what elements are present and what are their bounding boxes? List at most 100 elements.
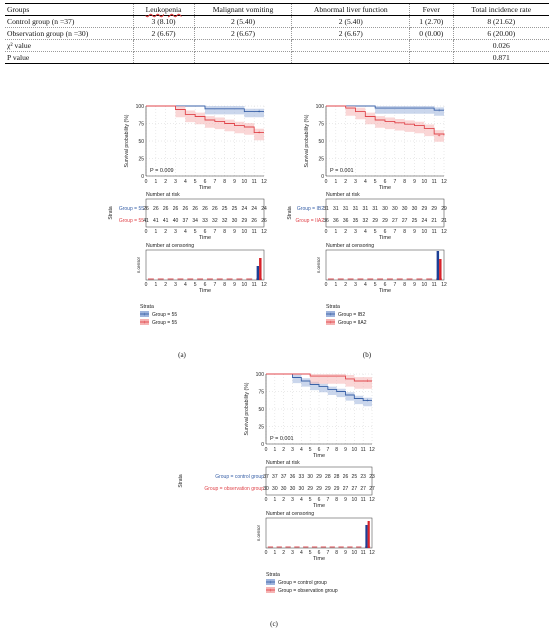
legend-label: Group = 55	[152, 312, 177, 318]
risk-count: 36	[333, 218, 339, 224]
x-tick-label: 6	[318, 550, 321, 556]
risk-count: 37	[281, 474, 287, 480]
risk-count: 27	[402, 218, 408, 224]
risk-count: 27	[369, 486, 375, 492]
risk-count: 31	[363, 206, 369, 212]
x-axis-label: Time	[199, 288, 211, 294]
x-tick-label: 2	[344, 229, 347, 235]
x-tick-label: 7	[393, 229, 396, 235]
risk-count: 30	[281, 486, 287, 492]
table-cell: 3 (8.10)	[133, 15, 195, 28]
risk-count: 21	[431, 218, 437, 224]
risk-count: 23	[369, 474, 375, 480]
y-tick-label: 25	[258, 424, 264, 430]
x-axis-label: Time	[313, 503, 325, 509]
risk-count: 26	[183, 206, 189, 212]
censoring-title: Number at censoring	[266, 511, 314, 517]
x-tick-label: 11	[432, 179, 437, 185]
x-tick-label: 9	[233, 179, 236, 185]
risk-count: 31	[372, 206, 378, 212]
x-tick-label: 5	[194, 282, 197, 288]
risk-count: 26	[343, 474, 349, 480]
x-tick-label: 2	[164, 179, 167, 185]
confidence-band	[266, 374, 372, 407]
risk-count: 36	[323, 218, 329, 224]
risk-group-label: Group = 55	[119, 206, 144, 212]
x-tick-label: 1	[334, 179, 337, 185]
table-header-row: Groups Leukopenia Malignant vomiting Abn…	[5, 3, 549, 16]
risk-table-frame	[145, 198, 265, 228]
confidence-band	[326, 106, 444, 116]
y-axis-label: Survival probability (%)	[244, 382, 250, 435]
panel-label-c: (c)	[270, 620, 278, 628]
x-tick-label: 0	[145, 229, 148, 235]
confidence-band	[146, 106, 264, 141]
risk-count: 30	[263, 486, 269, 492]
p-value-label: P = 0.001	[270, 436, 294, 442]
censor-bar	[436, 251, 440, 280]
x-tick-label: 4	[184, 229, 187, 235]
risk-table-title: Number at risk	[146, 192, 180, 198]
x-tick-label: 9	[344, 447, 347, 453]
survival-curve	[266, 373, 372, 402]
header-fever: Fever	[409, 3, 454, 16]
legend-title: Strata	[326, 304, 340, 310]
table-cell: 6 (20.00)	[453, 27, 549, 40]
x-tick-label: 5	[374, 282, 377, 288]
x-tick-label: 9	[233, 282, 236, 288]
censoring-title: Number at censoring	[146, 243, 194, 249]
censoring-frame	[265, 517, 373, 549]
risk-count: 24	[242, 206, 248, 212]
risk-count: 29	[242, 218, 248, 224]
table-cell: 2 (6.67)	[133, 27, 195, 40]
x-tick-label: 8	[223, 229, 226, 235]
risk-group-label: Group = IIA2	[296, 218, 325, 224]
censoring-title: Number at censoring	[326, 243, 374, 249]
x-tick-label: 3	[174, 179, 177, 185]
x-tick-label: 8	[403, 229, 406, 235]
risk-count: 29	[382, 218, 388, 224]
x-tick-label: 5	[309, 447, 312, 453]
x-tick-label: 5	[309, 497, 312, 503]
p-value-label: P = 0.001	[330, 168, 354, 174]
y-tick-label: 50	[138, 139, 144, 145]
risk-group-label: Group = IB2	[297, 206, 324, 212]
x-tick-label: 3	[354, 229, 357, 235]
x-tick-label: 10	[352, 447, 358, 453]
table-cell	[194, 51, 293, 64]
y-tick-label: 0	[141, 174, 144, 180]
x-tick-label: 5	[309, 550, 312, 556]
strata-axis-label: Strata	[178, 474, 184, 488]
table-cell: 2 (5.40)	[291, 15, 411, 28]
risk-count: 41	[153, 218, 159, 224]
risk-count: 36	[343, 218, 349, 224]
x-tick-label: 11	[252, 179, 257, 185]
risk-count: 27	[343, 486, 349, 492]
x-tick-label: 3	[354, 282, 357, 288]
y-tick-label: 75	[258, 389, 264, 395]
table-cell	[133, 51, 195, 64]
table-cell	[291, 39, 411, 52]
y-tick-label: 50	[258, 407, 264, 413]
legend-label: Group = observation group	[278, 588, 338, 594]
x-tick-label: 6	[204, 282, 207, 288]
risk-count: 29	[316, 486, 322, 492]
x-tick-label: 5	[194, 229, 197, 235]
risk-count: 31	[323, 206, 329, 212]
censoring-frame	[325, 249, 445, 281]
risk-count: 32	[212, 218, 218, 224]
x-tick-label: 0	[325, 229, 328, 235]
risk-table-frame	[265, 466, 373, 496]
x-axis-label: Time	[199, 235, 211, 241]
censor-bar	[367, 521, 370, 548]
table-cell: 0 (0.00)	[409, 27, 454, 40]
risk-count: 30	[290, 486, 296, 492]
x-tick-label: 2	[282, 497, 285, 503]
x-tick-label: 4	[300, 497, 303, 503]
table-cell: χ² value	[5, 39, 134, 52]
risk-count: 30	[232, 218, 238, 224]
x-tick-label: 11	[361, 497, 366, 503]
x-tick-label: 11	[432, 282, 437, 288]
